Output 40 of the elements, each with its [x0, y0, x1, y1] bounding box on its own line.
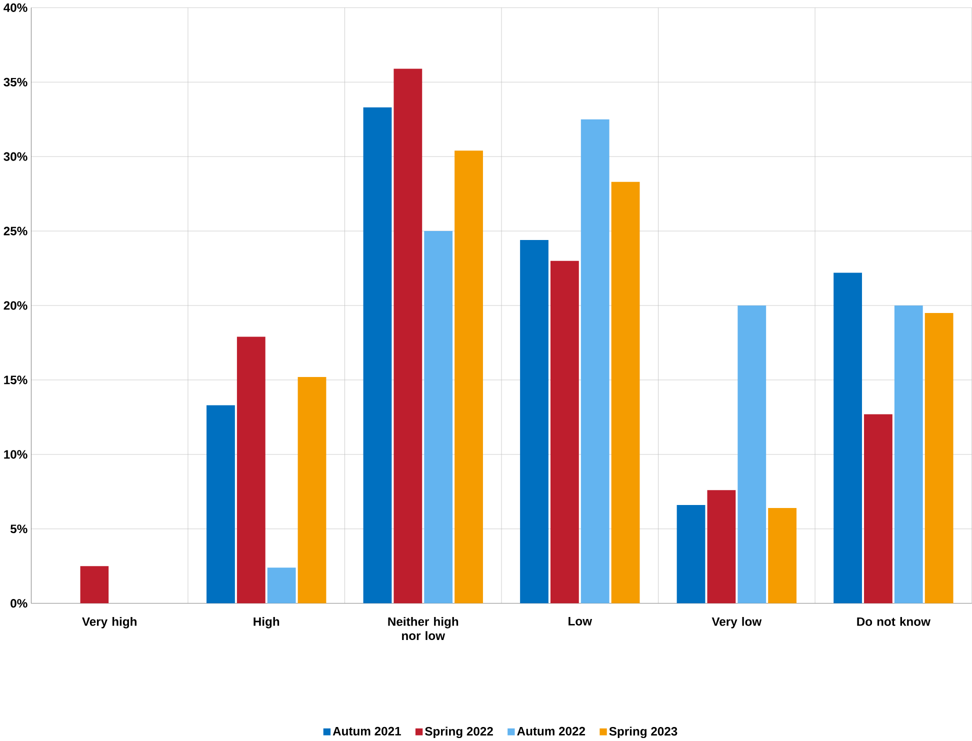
bar	[394, 68, 422, 604]
bar	[894, 305, 923, 604]
bar	[298, 376, 326, 604]
x-tick-label: Very high	[82, 616, 136, 628]
y-tick-label: 25%	[4, 226, 28, 236]
bar	[454, 150, 483, 604]
bar	[834, 272, 862, 604]
bar	[236, 336, 266, 604]
x-tick-label: High	[254, 616, 280, 628]
bar	[267, 568, 296, 604]
y-tick-label: 35%	[4, 78, 28, 86]
bar	[80, 566, 109, 604]
y-tick-label: 5%	[10, 524, 28, 534]
legend-label: Autum 2022	[517, 726, 586, 736]
legend-label: Spring 2022	[425, 726, 493, 738]
bar	[550, 260, 579, 604]
bar	[424, 231, 453, 604]
x-tick-label: Very low	[712, 616, 762, 628]
y-tick-label: 20%	[4, 301, 28, 310]
y-tick-label: 30%	[4, 152, 28, 161]
bar	[676, 505, 706, 604]
x-tick-label: Low	[568, 616, 592, 626]
y-tick-label: 10%	[4, 450, 28, 459]
legend-label: Autum 2021	[332, 726, 401, 736]
bar	[924, 312, 954, 604]
bar	[864, 414, 892, 604]
y-tick-label: 15%	[4, 376, 28, 384]
x-tick-label: Do not know	[857, 616, 931, 626]
bar	[707, 490, 736, 604]
x-tick-label: Neither high nor low	[388, 616, 458, 640]
bar	[363, 107, 392, 604]
bar	[611, 182, 640, 604]
legend-label: Spring 2023	[609, 726, 678, 738]
bar	[206, 405, 235, 604]
bar	[738, 305, 766, 604]
y-tick-label: 0%	[10, 599, 28, 608]
bar	[580, 119, 610, 604]
bar	[520, 240, 548, 604]
bar	[768, 508, 797, 604]
y-tick-label: 40%	[4, 3, 28, 12]
